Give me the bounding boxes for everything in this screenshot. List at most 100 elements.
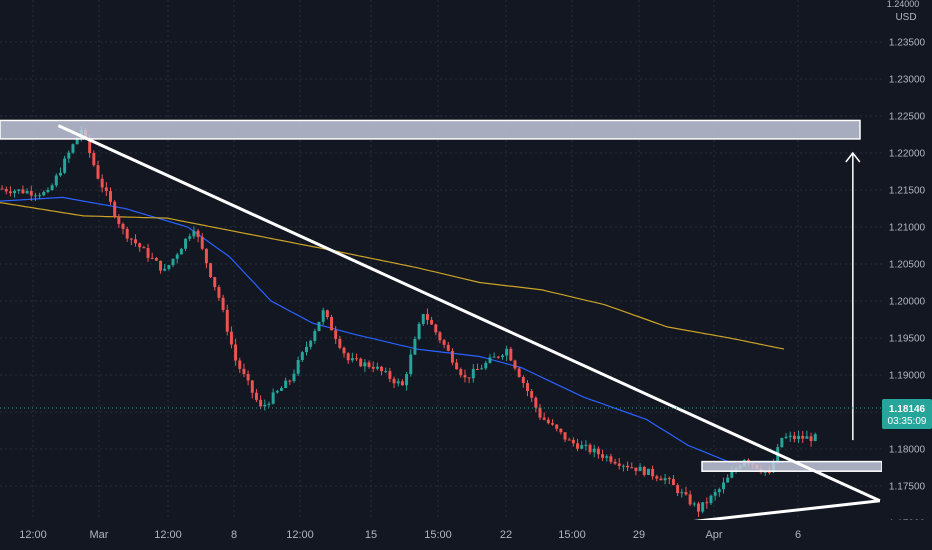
candle-down: [150, 252, 154, 260]
candle-up: [309, 339, 313, 350]
candle-body: [129, 238, 133, 240]
candle-down: [634, 467, 638, 476]
candle-body: [563, 432, 567, 440]
candle-down: [809, 432, 813, 447]
candle-body: [25, 191, 29, 194]
candle-up: [763, 471, 767, 476]
candle-down: [538, 404, 542, 421]
time-tick-label: 22: [500, 529, 512, 541]
candle-up: [492, 352, 496, 358]
candle-down: [659, 475, 663, 481]
candle-body: [463, 375, 467, 378]
candle-down: [104, 182, 108, 197]
candle-down: [4, 186, 8, 195]
candle-body: [313, 331, 317, 341]
candle-body: [200, 236, 204, 249]
candle-body: [551, 423, 555, 425]
candle-down: [229, 326, 233, 349]
upper-trendline[interactable]: [57, 124, 881, 503]
candle-down: [626, 461, 630, 471]
candle-down: [651, 465, 655, 480]
candle-up: [279, 386, 283, 391]
candle-body: [334, 330, 338, 340]
price-tick-label: 1.22000: [889, 149, 926, 160]
candle-body: [592, 448, 596, 453]
candle-body: [601, 454, 605, 458]
candle-up: [638, 463, 642, 472]
time-axis[interactable]: 12:00 Mar 12:00 8 12:00 15 15:00 22 15:00 29 Apr 6: [0, 520, 932, 550]
candle-body: [29, 191, 33, 196]
time-tick-label: 15:00: [558, 529, 586, 541]
candle-up: [192, 226, 196, 239]
candle-up: [417, 321, 421, 341]
candle-body: [154, 257, 158, 261]
candle-down: [542, 412, 546, 421]
candle-up: [188, 233, 192, 242]
candle-down: [117, 214, 121, 228]
candle-up: [471, 364, 475, 383]
candle-up: [321, 307, 325, 326]
candle-body: [121, 223, 125, 229]
candle-body: [646, 468, 650, 475]
candle-up: [646, 468, 650, 476]
candle-body: [75, 137, 79, 145]
time-tick-label: 8: [231, 529, 237, 541]
candle-up: [480, 364, 484, 370]
candle-up: [784, 433, 788, 440]
candle-body: [538, 407, 542, 418]
price-tick-label: 1.23000: [889, 75, 926, 86]
candle-body: [475, 368, 479, 370]
price-axis[interactable]: 1.24000 USD 1.23500 1.23000 1.22500 1.22000…: [882, 0, 932, 530]
resistance-zone[interactable]: [0, 119, 861, 140]
candle-body: [692, 503, 696, 505]
candle-body: [509, 348, 513, 361]
candle-up: [701, 502, 705, 514]
candle-up: [788, 431, 792, 442]
candle-up: [284, 377, 288, 389]
candle-body: [338, 339, 342, 348]
candle-body: [413, 338, 417, 355]
candle-down: [246, 370, 250, 386]
candle-down: [601, 449, 605, 462]
candle-body: [642, 466, 646, 475]
candle-down: [288, 379, 292, 385]
candle-down: [392, 376, 396, 389]
candle-down: [371, 361, 375, 373]
candle-body: [501, 355, 504, 357]
candle-body: [396, 381, 400, 384]
price-tick-label: 1.21000: [889, 223, 926, 234]
candle-down: [671, 474, 675, 486]
candle-down: [434, 323, 438, 336]
support-zone[interactable]: [701, 460, 883, 472]
candle-body: [234, 344, 238, 361]
candle-down: [696, 501, 700, 517]
candle-up: [13, 189, 17, 198]
candle-up: [54, 173, 58, 188]
moving-average-line: [0, 196, 784, 463]
candle-up: [17, 189, 21, 194]
candle-down: [684, 486, 688, 496]
candle-down: [367, 360, 371, 369]
candle-body: [88, 137, 92, 154]
candle-up: [58, 167, 62, 177]
time-tick-label: 6: [795, 529, 801, 541]
candle-down: [513, 359, 517, 371]
candle-body: [375, 366, 379, 369]
candle-body: [680, 492, 684, 494]
candle-body: [384, 371, 388, 373]
candle-down: [259, 395, 263, 410]
candle-up: [184, 238, 188, 252]
candle-down: [475, 363, 479, 370]
candle-body: [559, 428, 563, 433]
candle-up: [396, 378, 400, 387]
candle-down: [346, 352, 350, 364]
candle-up: [805, 430, 809, 439]
candle-down: [688, 490, 692, 507]
target-arrow[interactable]: [845, 151, 861, 441]
candle-body: [104, 187, 108, 192]
candle-body: [71, 144, 75, 153]
candle-body: [188, 236, 192, 239]
candle-body: [371, 366, 375, 369]
candle-body: [722, 482, 725, 490]
